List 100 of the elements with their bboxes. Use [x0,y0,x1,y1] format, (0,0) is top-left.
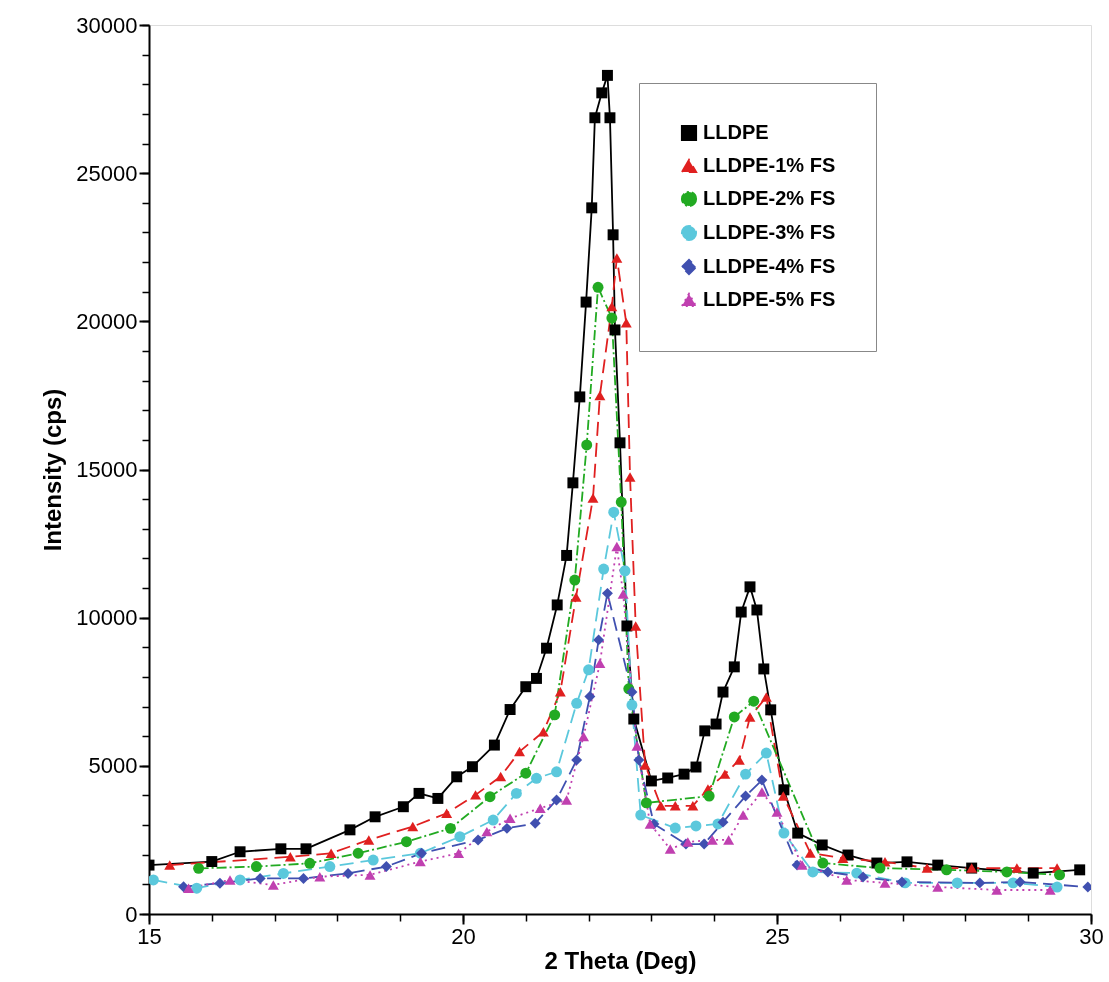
point [941,864,953,876]
y-tick-label: 25000 [76,160,138,186]
point [277,867,289,879]
point [624,472,636,482]
point [991,885,1003,895]
point [1014,876,1026,888]
point [626,699,638,711]
point [817,857,829,869]
point [951,877,963,889]
point [744,712,756,722]
point [520,767,532,779]
point [413,787,425,799]
point [698,838,710,850]
point [587,493,599,503]
point [639,760,651,770]
point [514,746,525,757]
point [737,810,749,820]
point [234,846,246,858]
point [551,599,563,611]
point [703,790,715,802]
point [593,634,605,646]
point [531,772,542,784]
x-tick-label: 15 [137,923,162,949]
point [501,822,513,834]
point [352,847,364,859]
point [807,866,819,878]
point [607,229,619,241]
point [857,871,869,883]
point [183,883,195,893]
y-axis-title: Intensity (cps) [39,388,67,552]
point [570,592,582,602]
point [635,809,647,821]
point [728,711,740,723]
point [510,787,522,799]
point [662,772,674,784]
point [454,831,466,843]
point [300,843,312,855]
point [441,808,453,818]
point [149,874,159,886]
point [537,727,549,737]
point [472,834,484,846]
point [601,587,613,599]
point [325,848,337,858]
point [631,741,643,751]
point [584,691,596,702]
point [495,771,507,782]
point [740,790,752,802]
point [571,754,583,766]
point [1074,864,1086,876]
point [816,839,828,851]
point [655,801,667,811]
point [611,253,623,263]
point [921,863,933,873]
point [669,822,681,834]
y-tick-label: 15000 [76,457,138,482]
point [598,563,610,575]
point [481,826,493,837]
point [678,768,690,780]
point [606,301,618,312]
point [551,794,563,806]
point [470,790,482,800]
point [771,807,783,817]
point [932,882,944,892]
point [664,844,676,854]
point [164,860,176,870]
point [342,867,354,879]
point [756,774,768,786]
point [488,739,500,751]
point [561,549,573,561]
point [740,768,752,780]
point [586,202,598,214]
x-tick-label: 30 [1079,923,1104,949]
point [534,803,546,813]
point [298,872,309,884]
point [723,835,735,845]
y-tick-label: 20000 [76,308,138,334]
point [744,581,756,593]
point [620,318,632,328]
legend-label: LLDPE-1% FS [703,154,836,176]
point [1044,885,1056,895]
point [250,861,262,873]
point [619,565,631,577]
point [804,848,816,858]
point [796,860,808,870]
y-tick-label: 5000 [88,753,138,779]
point [608,506,620,518]
point [407,821,419,832]
point [1001,866,1013,878]
point [380,861,392,873]
point [760,747,772,759]
point [706,835,718,845]
legend-label: LLDPE-4% FS [703,255,836,277]
point [234,874,246,886]
point [630,621,642,631]
point [822,866,834,878]
point [367,854,379,866]
point [571,697,583,709]
point [611,541,623,552]
point [733,755,745,765]
point [777,791,789,801]
